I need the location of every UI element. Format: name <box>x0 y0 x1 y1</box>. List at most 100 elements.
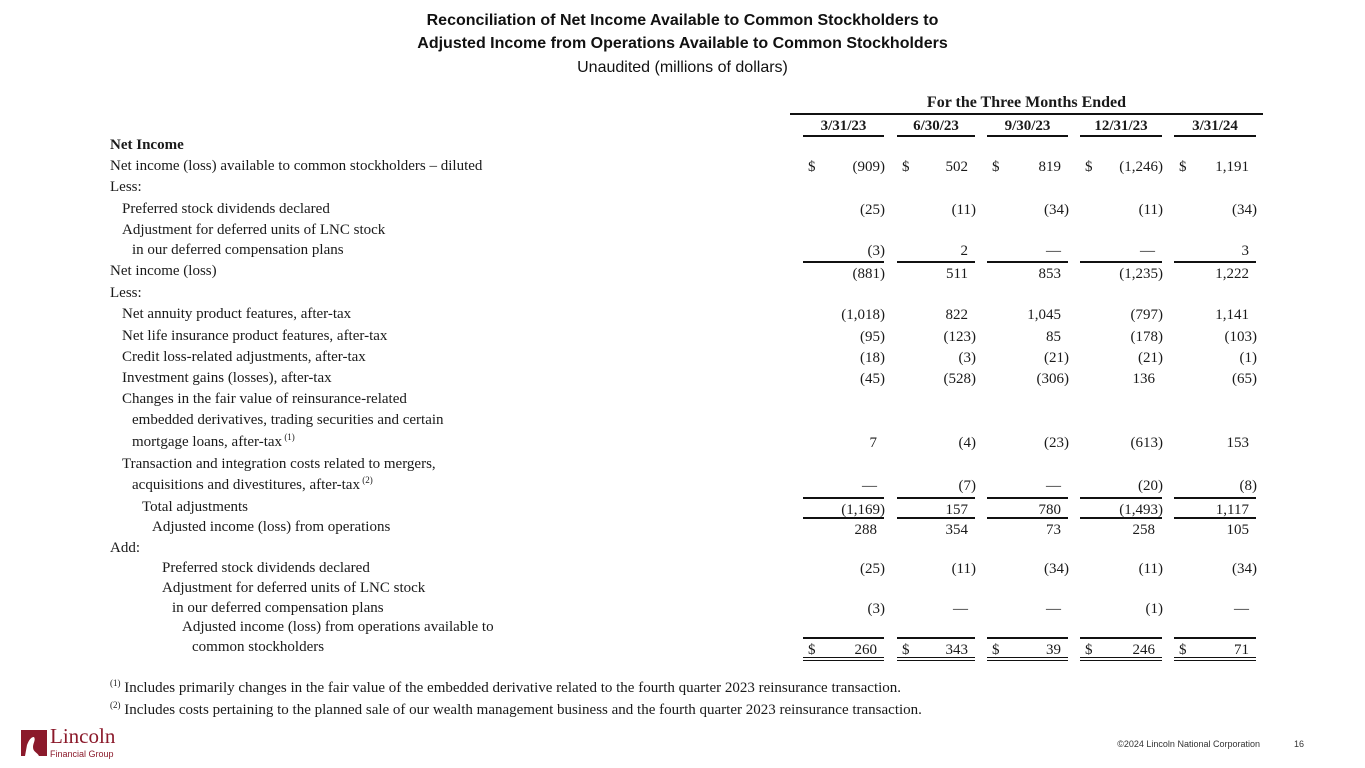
value-cell: (123) <box>897 326 977 346</box>
value-number: (95) <box>860 329 885 345</box>
table-row: Total adjustments (1,169) 157 780 (1,493) 1,1… <box>0 497 1365 519</box>
footnote-mark: (1) <box>110 678 121 688</box>
row-label: embedded derivatives, trading securities… <box>132 412 444 428</box>
value-number: 73 <box>1046 522 1061 538</box>
value-number: — <box>1234 601 1249 617</box>
value-number: 153 <box>1226 435 1250 451</box>
table-row: Investment gains (losses), after-tax (45)… <box>0 368 1365 388</box>
value-number: 780 <box>1038 502 1062 518</box>
row-label: in our deferred compensation plans <box>172 600 384 616</box>
value-cell: (613) <box>1080 432 1164 452</box>
value-number: (34) <box>1232 561 1257 577</box>
row-label-wrap: Net life insurance product features, aft… <box>122 328 387 345</box>
dollar-sign: $ <box>992 159 1000 175</box>
value-cell: $260 <box>803 637 884 661</box>
value-number: 502 <box>945 159 969 175</box>
value-cell: (34) <box>987 199 1069 219</box>
value-cell: — <box>1174 598 1256 618</box>
value-number: 288 <box>854 522 878 538</box>
value-number: (3) <box>867 601 886 617</box>
value-number: 85 <box>1046 329 1061 345</box>
value-cell: 136 <box>1080 368 1162 388</box>
value-cell: — <box>897 598 975 618</box>
row-label: Adjusted income (loss) from operations a… <box>182 619 494 635</box>
page-title-line1: Reconciliation of Net Income Available t… <box>426 12 939 29</box>
value-cell: (103) <box>1174 326 1258 346</box>
value-cell: 73 <box>987 517 1068 539</box>
value-number: (306) <box>1036 371 1070 387</box>
column-header: 6/30/23 <box>897 117 975 137</box>
value-cell: (21) <box>1080 347 1163 367</box>
table-row: Less: <box>0 177 1365 197</box>
value-number: — <box>1046 478 1061 494</box>
value-cell: $1,191 <box>1174 156 1256 176</box>
value-number: (21) <box>1044 350 1069 366</box>
value-cell: (65) <box>1174 368 1257 388</box>
row-label-wrap: mortgage loans, after-tax (1) <box>132 433 295 451</box>
value-cell: 153 <box>1174 432 1256 452</box>
table-row: Adjustment for deferred units of LNC sto… <box>0 578 1365 598</box>
dollar-sign: $ <box>808 642 816 658</box>
value-cell: 258 <box>1080 517 1162 539</box>
value-cell: (11) <box>1080 199 1163 219</box>
value-number: (65) <box>1232 371 1257 387</box>
value-cell: — <box>987 598 1068 618</box>
value-number: 1,141 <box>1215 307 1249 323</box>
value-number: 260 <box>854 642 878 658</box>
value-cell: $ (909) <box>803 156 885 176</box>
row-label-wrap: Transaction and integration costs relate… <box>122 456 436 473</box>
table-row: acquisitions and divestitures, after-tax… <box>0 475 1365 495</box>
row-label: Net income (loss) available to common st… <box>110 158 483 174</box>
value-cell: (3) <box>803 240 886 260</box>
value-cell: 1,141 <box>1174 304 1256 324</box>
footnote-mark: (2) <box>110 700 121 710</box>
row-label: Investment gains (losses), after-tax <box>122 370 332 386</box>
column-header: 3/31/23 <box>803 117 884 137</box>
value-number: (21) <box>1138 350 1163 366</box>
row-label-wrap: Less: <box>110 285 142 302</box>
row-label: Changes in the fair value of reinsurance… <box>122 391 407 407</box>
value-cell: 822 <box>897 304 975 324</box>
value-cell: 1,222 <box>1174 261 1256 283</box>
dollar-sign: $ <box>992 642 1000 658</box>
value-cell: 1,117 <box>1174 497 1256 519</box>
lincoln-logo: Lincoln Financial Group <box>20 725 150 762</box>
table-row: Preferred stock dividends declared (25) (1… <box>0 199 1365 219</box>
value-cell: (25) <box>803 558 885 578</box>
value-cell: (21) <box>987 347 1069 367</box>
value-number: 1,045 <box>1027 307 1061 323</box>
value-number: 3 <box>1241 243 1250 259</box>
value-cell: 7 <box>803 432 884 452</box>
row-label-wrap: Credit loss-related adjustments, after-t… <box>122 349 366 366</box>
value-cell: (95) <box>803 326 885 346</box>
value-number: 1,191 <box>1215 159 1249 175</box>
row-label-wrap: Preferred stock dividends declared <box>162 560 370 577</box>
value-cell: (528) <box>897 368 977 388</box>
lincoln-portrait-icon <box>21 730 47 756</box>
value-number: — <box>862 478 877 494</box>
dollar-sign: $ <box>808 159 816 175</box>
value-cell: (18) <box>803 347 885 367</box>
value-cell: 511 <box>897 261 975 283</box>
value-cell: (45) <box>803 368 885 388</box>
value-cell: 354 <box>897 517 975 539</box>
row-label: Adjustment for deferred units of LNC sto… <box>162 580 426 596</box>
footnote-ref: (2) <box>362 475 373 485</box>
row-label: Preferred stock dividends declared <box>162 560 370 576</box>
value-cell: (25) <box>803 199 885 219</box>
row-label: Transaction and integration costs relate… <box>122 456 436 472</box>
value-number: (1,493) <box>1119 502 1163 518</box>
value-cell: — <box>987 475 1068 495</box>
row-label-wrap: in our deferred compensation plans <box>132 242 344 259</box>
value-number: 1,117 <box>1215 502 1249 518</box>
row-label: Net annuity product features, after-tax <box>122 306 352 322</box>
row-label-wrap: Adjusted income (loss) from operations <box>152 519 390 536</box>
row-label-wrap: Total adjustments <box>142 499 248 516</box>
row-label-wrap: Investment gains (losses), after-tax <box>122 370 332 387</box>
table-row: Credit loss-related adjustments, after-t… <box>0 347 1365 367</box>
value-number: 105 <box>1226 522 1250 538</box>
value-number: (7) <box>958 478 977 494</box>
value-cell: $71 <box>1174 637 1256 661</box>
value-number: (1,018) <box>841 307 885 323</box>
value-cell: (3) <box>803 598 886 618</box>
